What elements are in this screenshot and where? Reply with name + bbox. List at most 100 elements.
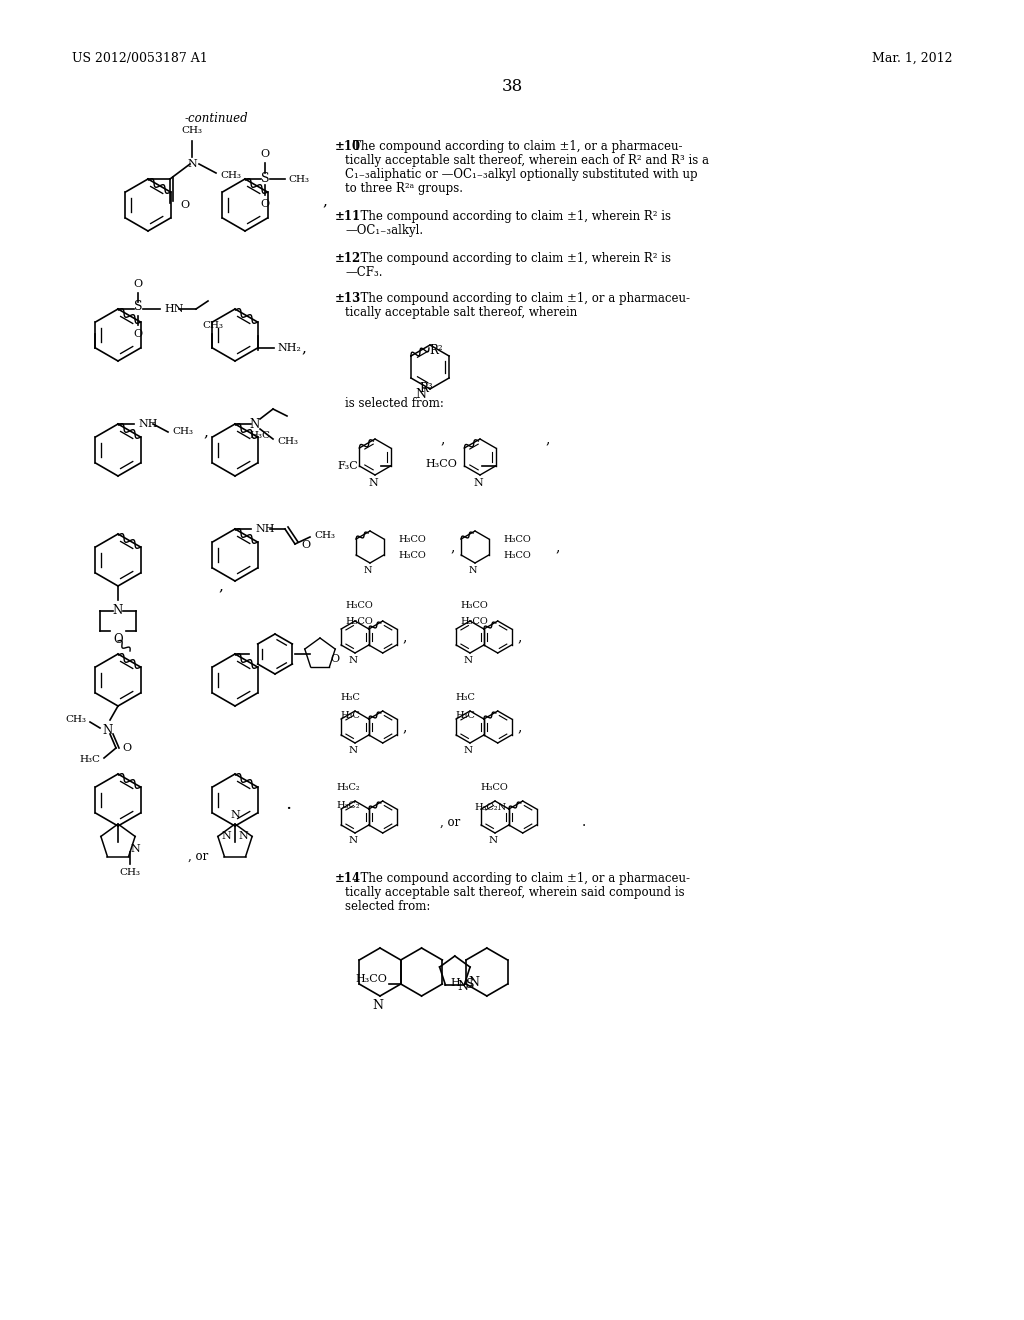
Text: CH₃: CH₃ [65,715,86,725]
Text: O: O [260,149,269,158]
Text: N: N [468,975,479,989]
Text: O: O [133,279,142,289]
Text: N: N [415,388,426,400]
Text: H₃C₂: H₃C₂ [336,800,359,809]
Text: -continued: -continued [185,112,249,125]
Text: N: N [222,832,231,841]
Text: H₃C₂: H₃C₂ [336,783,359,792]
Text: N: N [102,723,113,737]
Text: H₃CO: H₃CO [460,618,487,627]
Text: CH₃: CH₃ [120,869,140,878]
Text: N: N [368,478,378,488]
Text: H₃C: H₃C [79,755,100,764]
Text: H₃CO: H₃CO [398,550,426,560]
Text: ,: , [518,719,522,734]
Text: H₃CO: H₃CO [355,974,388,983]
Text: H₃CO: H₃CO [345,601,373,610]
Text: NH: NH [255,524,274,535]
Text: O: O [122,743,131,752]
Text: H₃CO: H₃CO [398,535,426,544]
Text: tically acceptable salt thereof, wherein: tically acceptable salt thereof, wherein [345,306,578,319]
Text: . The compound according to claim ±1, wherein R² is: . The compound according to claim ±1, wh… [353,210,671,223]
Text: N: N [488,836,498,845]
Text: H₃CO: H₃CO [345,618,373,627]
Text: H₃C: H₃C [455,693,475,701]
Text: N: N [113,605,123,616]
Text: O: O [260,199,269,209]
Text: N: N [473,478,483,488]
Text: N: N [230,810,240,820]
Text: N: N [348,746,357,755]
Text: N: N [187,158,197,169]
Text: F₃C: F₃C [338,461,358,471]
Text: , or: , or [440,816,460,829]
Text: US 2012/0053187 A1: US 2012/0053187 A1 [72,51,208,65]
Text: is selected from:: is selected from: [345,397,443,411]
Text: NH₂: NH₂ [278,343,301,352]
Text: N: N [464,656,472,665]
Text: R²: R² [429,345,442,358]
Text: ,: , [203,425,208,440]
Text: H₃CO: H₃CO [503,550,530,560]
Text: N: N [364,566,373,576]
Text: The compound according to claim ±1, or a pharmaceu-: The compound according to claim ±1, or a… [353,140,683,153]
Text: H₃C: H₃C [340,710,359,719]
Text: .: . [582,814,587,829]
Text: .: . [285,795,291,813]
Text: N: N [458,981,468,994]
Text: ,: , [301,341,306,355]
Text: HN: HN [164,304,183,314]
Text: ,: , [218,579,223,593]
Text: O: O [330,653,339,664]
Text: O: O [114,634,123,645]
Text: N: N [239,832,248,841]
Text: N: N [250,417,260,430]
Text: , or: , or [188,850,208,862]
Text: H₃C: H₃C [249,432,270,441]
Text: H: H [451,978,460,987]
Text: CH₃: CH₃ [288,174,309,183]
Text: ±10: ±10 [335,140,361,153]
Text: S: S [261,173,269,186]
Text: H₃CO: H₃CO [503,535,530,544]
Text: Mar. 1, 2012: Mar. 1, 2012 [871,51,952,65]
Text: H₃C: H₃C [340,693,359,701]
Text: ,: , [518,630,522,644]
Text: ±12: ±12 [335,252,361,265]
Text: ,: , [545,432,549,446]
Text: CH₃: CH₃ [202,321,223,330]
Text: O: O [301,540,310,550]
Text: H₃CO: H₃CO [480,783,508,792]
Text: H₃CO: H₃CO [426,459,458,469]
Text: CH₃: CH₃ [314,531,335,540]
Text: ,: , [450,540,455,554]
Text: —CF₃.: —CF₃. [345,267,383,279]
Text: NH: NH [138,418,158,429]
Text: CH₃: CH₃ [278,437,298,446]
Text: 38: 38 [502,78,522,95]
Text: O: O [133,329,142,339]
Text: H₃C₂N: H₃C₂N [474,803,506,812]
Text: N: N [373,999,384,1012]
Text: S: S [134,301,142,314]
Text: CH₃: CH₃ [172,428,193,437]
Text: N: N [348,836,357,845]
Text: H₃CO: H₃CO [460,601,487,610]
Text: O: O [180,201,189,210]
Text: tically acceptable salt thereof, wherein each of R² and R³ is a: tically acceptable salt thereof, wherein… [345,154,709,168]
Text: to three R²ᵃ groups.: to three R²ᵃ groups. [345,182,463,195]
Text: ,: , [440,432,444,446]
Text: N: N [469,566,477,576]
Text: ±14: ±14 [335,873,361,884]
Text: . The compound according to claim ±1, wherein R² is: . The compound according to claim ±1, wh… [353,252,671,265]
Text: H₃C: H₃C [455,710,475,719]
Text: ±11: ±11 [335,210,361,223]
Text: ,: , [555,540,559,554]
Text: ,: , [322,194,327,209]
Text: . The compound according to claim ±1, or a pharmaceu-: . The compound according to claim ±1, or… [353,873,690,884]
Text: ,: , [402,630,408,644]
Text: tically acceptable salt thereof, wherein said compound is: tically acceptable salt thereof, wherein… [345,886,685,899]
Text: R³: R³ [419,381,433,395]
Text: . The compound according to claim ±1, or a pharmaceu-: . The compound according to claim ±1, or… [353,292,690,305]
Text: CH₃: CH₃ [181,125,203,135]
